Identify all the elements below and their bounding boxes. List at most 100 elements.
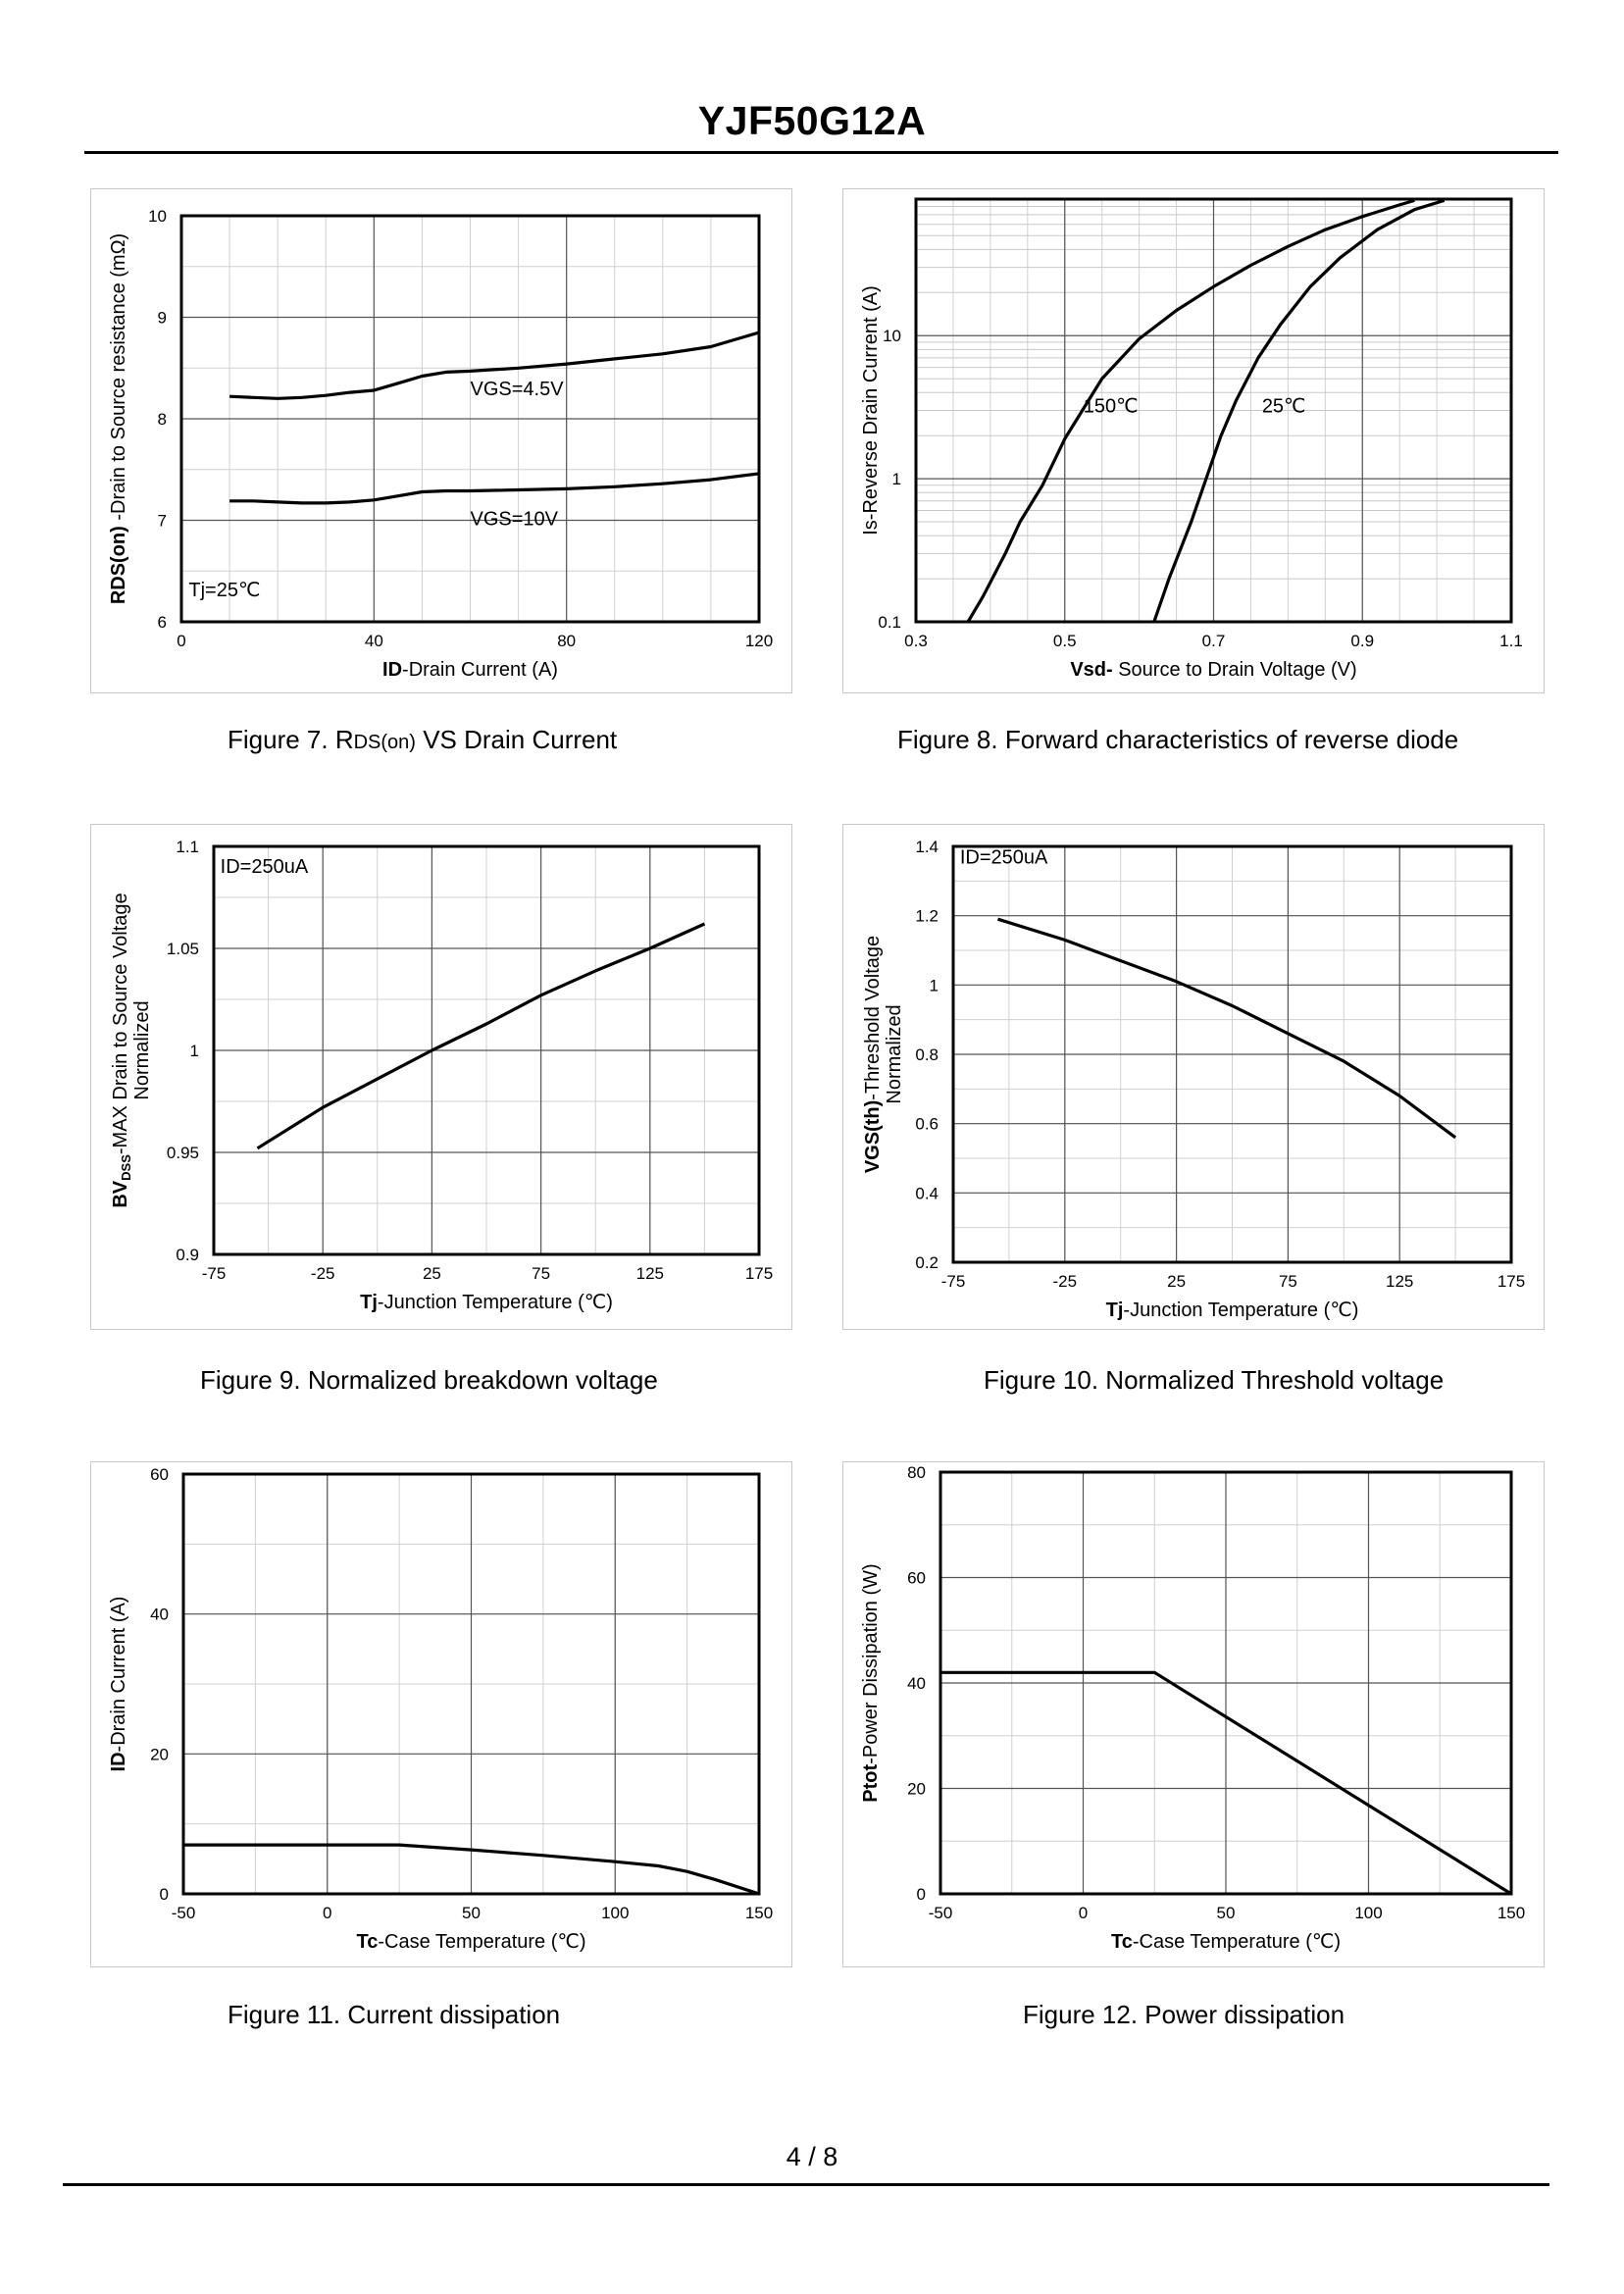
fig7-y-axis-label: RDS(on) -Drain to Source resistance (mΩ): [108, 233, 129, 604]
document-title: YJF50G12A: [697, 98, 927, 143]
fig7-y-tick-label: 6: [158, 613, 167, 632]
fig11-series-line-1: [183, 1843, 760, 1896]
fig8-x-axis-label-bold: Vsd-: [1070, 659, 1112, 681]
fig7-plot-frame: [179, 214, 761, 624]
fig10-caption: Figure 10. Normalized Threshold voltage: [984, 1365, 1445, 1395]
fig7-x-tick-label: 120: [745, 632, 773, 650]
fig7-caption-prefix: Figure 7. R: [228, 725, 354, 754]
fig10-y-tick-label: 0.8: [915, 1045, 939, 1064]
fig10-x-axis-label: Tj-Junction Temperature (℃): [1106, 1300, 1359, 1321]
fig12-y-tick-label: 80: [907, 1463, 926, 1482]
fig8-x-axis-label: Vsd- Source to Drain Voltage (V): [1070, 659, 1356, 681]
fig10-x-axis-label-bold: Tj: [1106, 1300, 1124, 1321]
fig9-series-line-1: [256, 922, 706, 1150]
fig9-x-tick-label: 175: [745, 1264, 773, 1283]
fig9-y-tick-label: 1: [190, 1042, 199, 1060]
fig8-series-line-1: [966, 198, 1415, 623]
fig11-y-tick-label: 0: [160, 1885, 169, 1904]
fig10-plot-frame: [951, 844, 1513, 1264]
fig12-x-tick-label: 150: [1497, 1904, 1525, 1922]
fig10-x-tick-label: 25: [1167, 1272, 1186, 1291]
fig9-annotation: ID=250uA: [221, 856, 309, 878]
fig10-x-axis-label-rest: -Junction Temperature (℃): [1123, 1300, 1358, 1321]
fig9-x-tick-label: 125: [636, 1264, 664, 1283]
fig11-y-tick-label: 40: [150, 1606, 169, 1624]
fig7-x-axis-label-rest: -Drain Current (A): [402, 659, 558, 681]
fig12-x-tick-label: 50: [1217, 1904, 1236, 1922]
fig9-x-axis-label-bold: Tj: [360, 1292, 378, 1313]
fig11-y-axis-label-bold: ID: [108, 1752, 129, 1771]
fig9-x-tick-label: -75: [202, 1264, 227, 1283]
fig11-x-axis-label: Tc-Case Temperature (℃): [356, 1931, 585, 1953]
fig12-x-tick-label: 100: [1354, 1904, 1382, 1922]
fig7-y-tick-label: 8: [158, 410, 167, 429]
fig10-y-axis-label-line2: Normalized: [884, 1004, 905, 1103]
fig12-x-axis-label-rest: -Case Temperature (℃): [1133, 1931, 1341, 1953]
fig8-y-axis-label: Is-Reverse Drain Current (A): [860, 285, 882, 535]
fig8-annotation: 150℃: [1084, 396, 1139, 418]
fig7-x-tick-label: 40: [365, 632, 383, 650]
fig8-y-tick-label: 10: [883, 327, 901, 345]
fig9-x-tick-label: 25: [423, 1264, 441, 1283]
fig9-x-tick-label: -25: [311, 1264, 335, 1283]
fig9-y-axis-label: BVDSS-MAX Drain to Source Voltage: [110, 892, 133, 1207]
fig8-grid: [915, 199, 1512, 623]
fig10-series-line-1: [997, 917, 1457, 1140]
fig8-y-axis-label-rest: Is-Reverse Drain Current (A): [860, 285, 882, 535]
fig7-x-axis-label: ID-Drain Current (A): [382, 659, 558, 681]
fig12-x-tick-label: -50: [929, 1904, 953, 1922]
fig8-x-tick-label: 0.3: [904, 632, 928, 650]
fig11-caption: Figure 11. Current dissipation: [228, 2000, 561, 2029]
fig7-grid: [180, 215, 760, 623]
fig10-grid: [952, 845, 1512, 1263]
fig12-y-axis-label-rest: -Power Dissipation (W): [860, 1563, 882, 1763]
fig11-x-tick-label: 0: [323, 1904, 331, 1922]
fig10-y-tick-label: 0.2: [915, 1253, 939, 1272]
fig8-x-tick-label: 1.1: [1499, 632, 1523, 650]
fig9-chart: -75 -25 25 75 125 175 0.9 0.95 1 1.05 1.1 Tj-Juncti…: [110, 838, 773, 1313]
fig10-y-tick-label: 0.6: [915, 1115, 939, 1134]
fig12-series-line-1: [940, 1670, 1512, 1896]
fig12-grid: [939, 1471, 1512, 1895]
fig10-x-tick-label: -25: [1053, 1272, 1078, 1291]
fig11-x-tick-label: 100: [601, 1904, 629, 1922]
fig9-y-tick-label: 1.05: [167, 940, 199, 958]
fig10-x-tick-label: 75: [1279, 1272, 1297, 1291]
fig11-y-tick-label: 20: [150, 1745, 169, 1763]
fig8-x-axis-label-rest: Source to Drain Voltage (V): [1113, 659, 1357, 681]
fig7-x-axis-label-bold: ID: [382, 659, 402, 681]
fig9-caption: Figure 9. Normalized breakdown voltage: [200, 1365, 658, 1395]
fig8-chart: 0.3 0.5 0.7 0.9 1.1 0.1 1 10 Vsd- Source to Drai…: [860, 197, 1523, 681]
fig11-grid: [182, 1473, 760, 1895]
footer-rule: [63, 2183, 1549, 2186]
fig7-series-line-1: [229, 331, 760, 400]
fig11-panel: -50 0 50 100 150 0 20 40 60 Tc-Case Temperature (…: [90, 1461, 792, 1967]
fig10-y-axis-label: VGS(th)-Threshold Voltage: [862, 936, 884, 1173]
fig9-x-axis-label: Tj-Junction Temperature (℃): [360, 1292, 613, 1313]
fig11-y-tick-label: 60: [150, 1465, 169, 1484]
fig9-plot-frame: [212, 844, 761, 1256]
fig12-y-axis-label-bold: Ptot: [860, 1763, 882, 1802]
fig11-y-axis-label: ID-Drain Current (A): [108, 1597, 129, 1772]
fig8-series-line-2: [1152, 198, 1446, 623]
fig9-x-axis-label-rest: -Junction Temperature (℃): [378, 1292, 613, 1313]
fig7-caption-suffix: VS Drain Current: [415, 725, 618, 754]
fig7-panel: 0 40 80 120 6 7 8 9 10 ID-Drain Current (A) RDS(on…: [90, 188, 792, 693]
fig11-x-tick-label: -50: [172, 1904, 196, 1922]
fig9-y-axis-label-line2: Normalized: [131, 1000, 153, 1099]
fig12-y-axis-label: Ptot-Power Dissipation (W): [860, 1563, 882, 1802]
fig7-caption: Figure 7. RDS(on) VS Drain Current: [228, 725, 617, 755]
fig11-y-axis-label-rest: -Drain Current (A): [108, 1597, 129, 1753]
fig11-plot-frame: [181, 1472, 761, 1896]
fig8-x-tick-label: 0.9: [1350, 632, 1374, 650]
fig12-y-tick-label: 40: [907, 1674, 926, 1693]
fig7-y-axis-label-bold: RDS(on): [108, 526, 129, 604]
fig8-caption: Figure 8. Forward characteristics of rev…: [897, 725, 1459, 754]
fig12-y-tick-label: 60: [907, 1569, 926, 1588]
fig7-annotation: VGS=4.5V: [471, 379, 565, 400]
fig7-chart: 0 40 80 120 6 7 8 9 10 ID-Drain Current (A) RDS(on…: [108, 207, 773, 681]
fig9-y-tick-label: 1.1: [176, 838, 199, 856]
fig10-y-axis-label-rest: -Threshold Voltage: [862, 936, 884, 1100]
fig11-x-tick-label: 150: [745, 1904, 773, 1922]
